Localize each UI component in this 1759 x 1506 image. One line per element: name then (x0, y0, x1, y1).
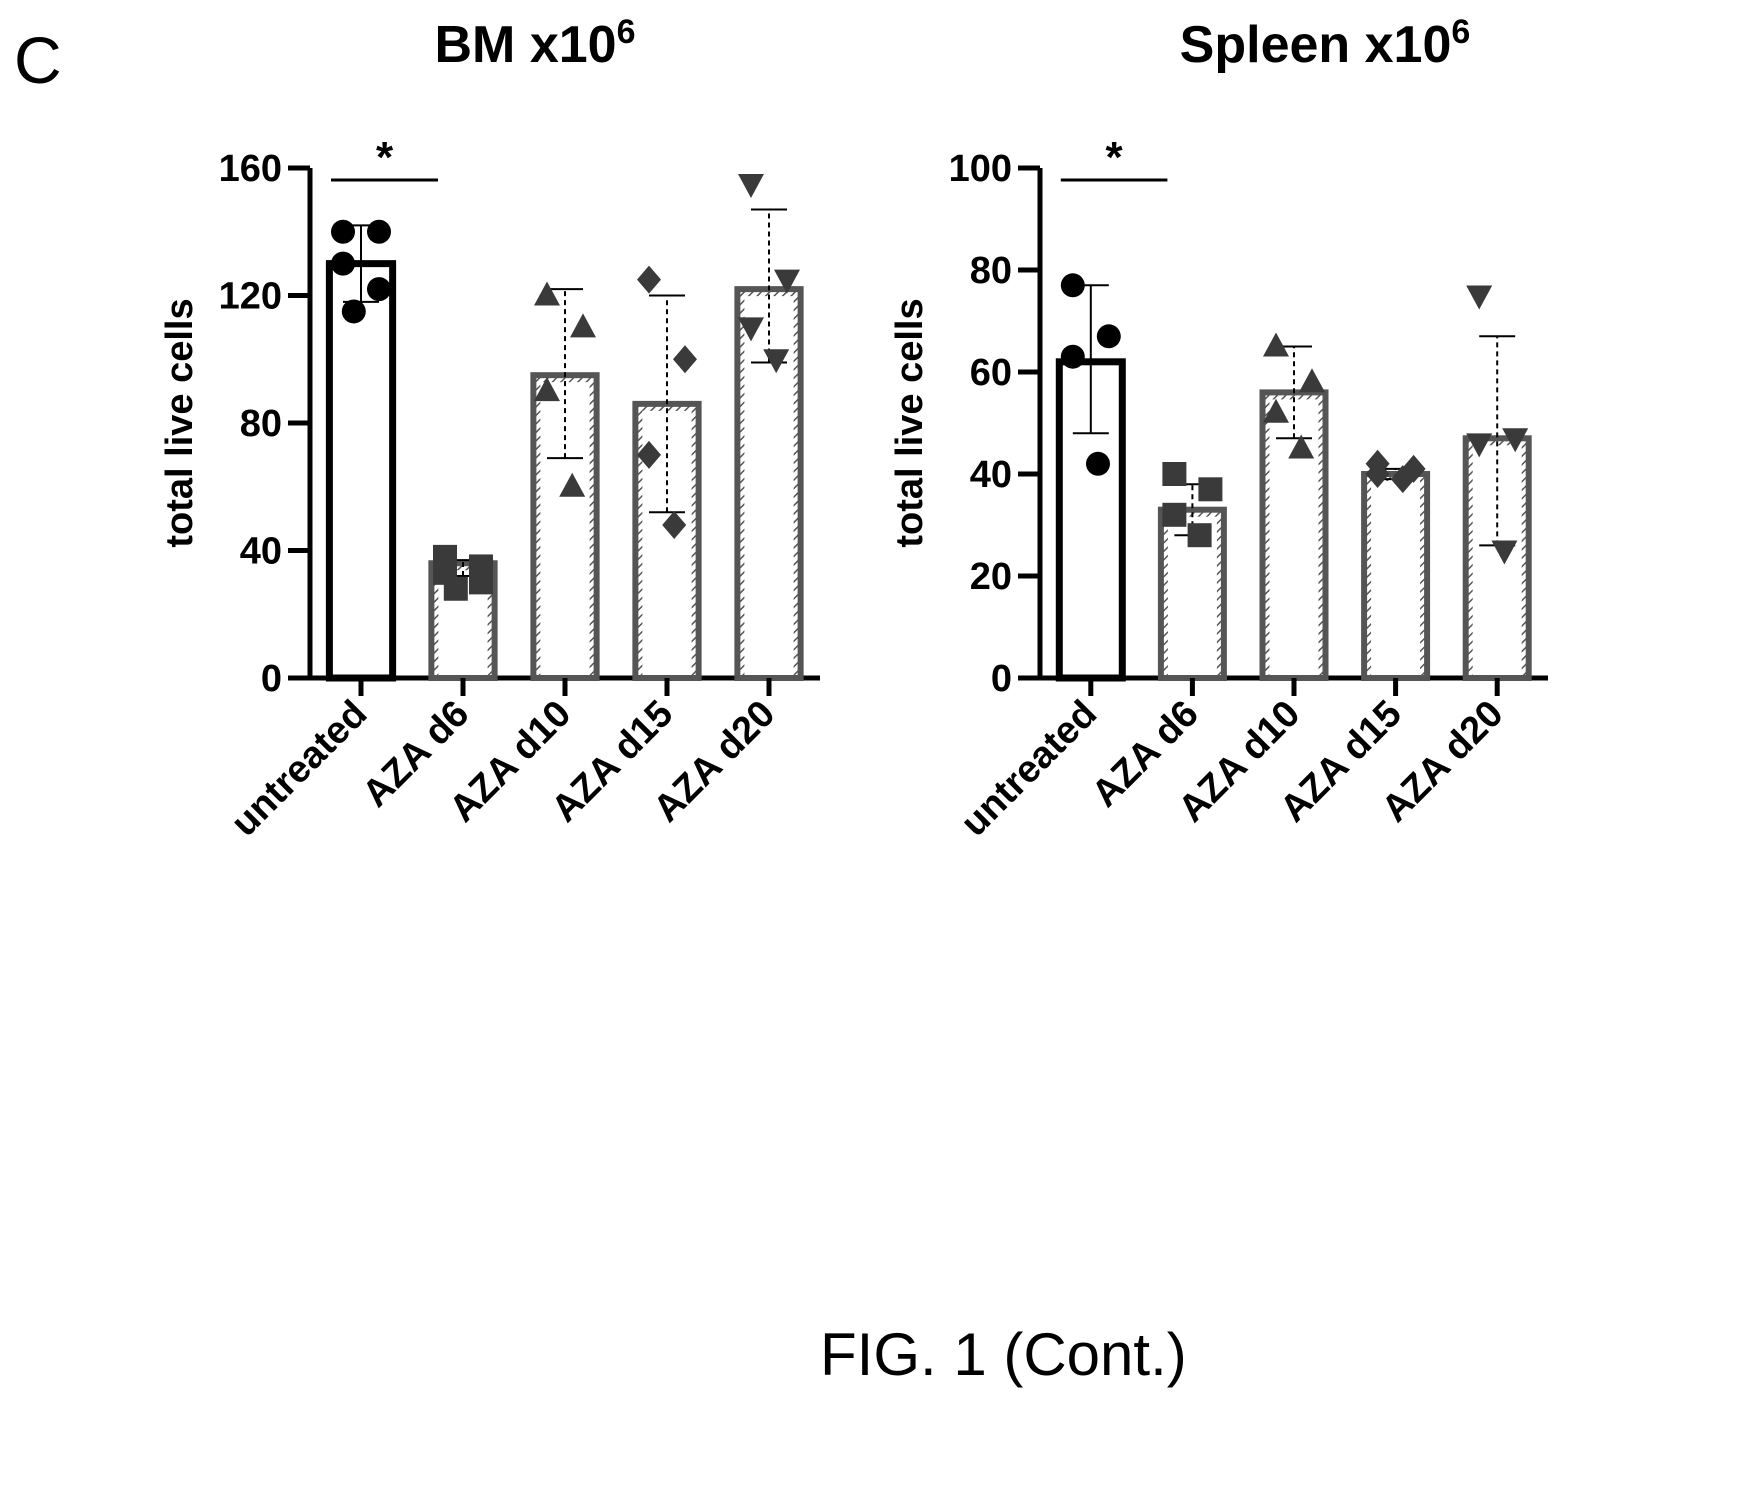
y-tick-label: 160 (219, 148, 282, 190)
data-point (774, 269, 800, 294)
data-point (534, 281, 560, 306)
data-point (1162, 462, 1187, 486)
chart-title: BM x106 (435, 13, 636, 74)
data-point (637, 440, 661, 469)
data-point (341, 299, 366, 324)
x-category-label: untreated (953, 693, 1105, 845)
bar-inner (1472, 445, 1522, 675)
data-point (1491, 540, 1518, 565)
data-point (1390, 465, 1415, 494)
data-point (1096, 324, 1121, 349)
data-point (1060, 273, 1085, 298)
data-point (367, 277, 391, 302)
bar (325, 260, 397, 682)
data-point (662, 511, 687, 539)
panel-label: C (14, 23, 62, 97)
y-tick-label: 40 (970, 454, 1012, 496)
data-point (1299, 368, 1325, 393)
data-point (738, 317, 764, 342)
y-tick-label: 120 (219, 276, 282, 318)
y-tick-label: 80 (240, 403, 282, 445)
y-tick-label: 80 (970, 250, 1012, 292)
chart-bm: BM x106 total live cells 0 40 80 120 160 untrea… (159, 13, 820, 845)
data-point (1198, 477, 1223, 502)
data-point (637, 265, 661, 294)
data-point (469, 570, 493, 595)
x-category-label: untreated (223, 693, 375, 845)
data-point (1288, 434, 1315, 459)
data-point (1060, 344, 1085, 369)
data-point (570, 313, 596, 338)
y-axis-title: total live cells (159, 298, 201, 547)
bar-inner (1371, 481, 1421, 675)
y-tick-label: 40 (240, 531, 282, 573)
data-point (673, 345, 697, 374)
data-point (1466, 433, 1493, 458)
data-point (1162, 502, 1187, 527)
data-point (1263, 332, 1289, 357)
data-point (367, 219, 391, 244)
data-point (1502, 428, 1529, 453)
data-point (331, 251, 355, 276)
data-point (559, 472, 586, 497)
significance-label: * (1106, 133, 1124, 182)
data-point (443, 576, 468, 601)
data-point (1466, 285, 1493, 310)
y-tick-label: 0 (261, 658, 282, 700)
data-point (1187, 523, 1212, 548)
data-point (1263, 398, 1289, 423)
y-axis-title: total live cells (889, 298, 931, 547)
chart-title: Spleen x106 (1180, 13, 1471, 74)
data-point (534, 377, 560, 402)
data-point (1365, 460, 1390, 488)
data-point (763, 349, 790, 374)
data-point (738, 173, 764, 198)
bar-inner (1269, 399, 1319, 675)
y-tick-label: 60 (970, 352, 1012, 394)
data-point (1086, 451, 1110, 476)
chart-spleen: Spleen x106 total live cells 0 20 40 60 80 100 u… (889, 13, 1548, 845)
y-tick-label: 0 (991, 658, 1012, 700)
y-tick-label: 100 (949, 148, 1012, 190)
y-tick-label: 20 (970, 556, 1012, 598)
data-point (331, 219, 355, 244)
figure-caption: FIG. 1 (Cont.) (820, 1321, 1187, 1388)
significance-label: * (376, 133, 394, 182)
